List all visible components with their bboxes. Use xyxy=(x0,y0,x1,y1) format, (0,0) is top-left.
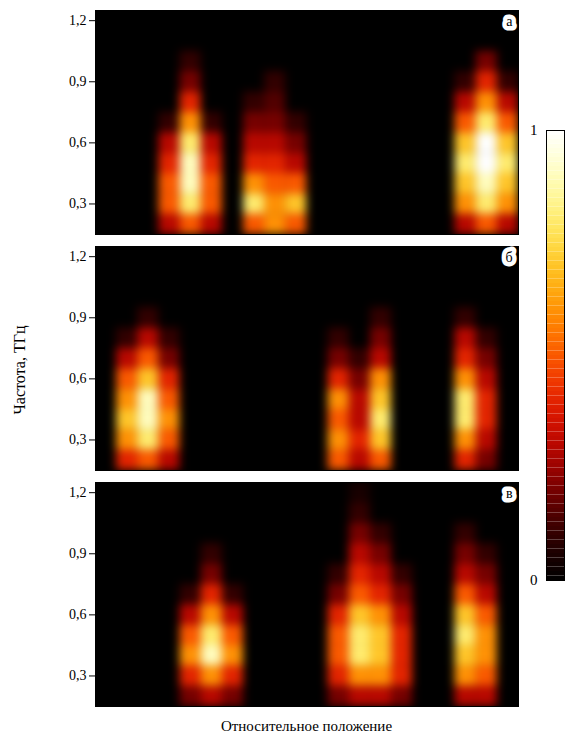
html-text:Относительное положение: Относительное положение xyxy=(220,718,392,734)
svg-text:0,9: 0,9 xyxy=(69,74,87,89)
svg-text:в: в xyxy=(506,486,513,501)
svg-text:0,3: 0,3 xyxy=(69,668,87,683)
svg-text:а: а xyxy=(506,14,513,29)
svg-text:0: 0 xyxy=(530,572,538,588)
svg-text:0,6: 0,6 xyxy=(69,371,87,386)
svg-text:1,2: 1,2 xyxy=(69,485,87,500)
svg-text:1,2: 1,2 xyxy=(69,13,87,28)
svg-text:0,9: 0,9 xyxy=(69,310,87,325)
svg-text:0,3: 0,3 xyxy=(69,196,87,211)
svg-text:0,3: 0,3 xyxy=(69,432,87,447)
html-text:Частота, ТГц: Частота, ТГц xyxy=(11,325,28,415)
svg-text:0,6: 0,6 xyxy=(69,135,87,150)
svg-text:0,6: 0,6 xyxy=(69,607,87,622)
svg-text:1: 1 xyxy=(530,122,538,138)
svg-text:б: б xyxy=(505,250,512,265)
svg-text:1,2: 1,2 xyxy=(69,249,87,264)
svg-text:0,9: 0,9 xyxy=(69,546,87,561)
